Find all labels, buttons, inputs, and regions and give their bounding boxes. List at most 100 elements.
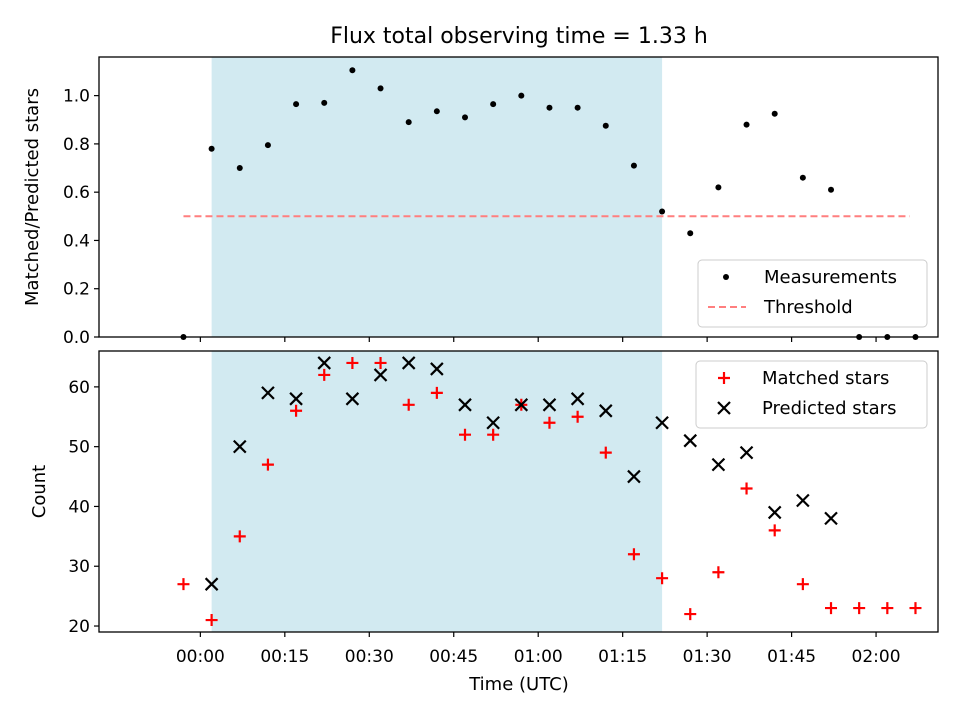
predicted-stars-point <box>627 469 641 484</box>
matched-stars-point <box>402 398 415 411</box>
predicted-stars-point <box>683 433 698 448</box>
predicted-stars-point <box>739 445 754 460</box>
predicted-stars-point <box>570 392 585 406</box>
x-tick-label: 01:45 <box>767 647 816 667</box>
matched-stars-point <box>909 602 922 615</box>
measurement-point <box>799 174 806 181</box>
measurement-point <box>208 145 215 152</box>
x-tick-label: 01:15 <box>598 647 647 667</box>
x-tick-label: 02:00 <box>852 647 901 667</box>
matched-stars-point <box>656 572 669 585</box>
axes-frame <box>98 350 939 633</box>
measurement-point <box>715 184 722 191</box>
predicted-stars-point <box>824 511 838 526</box>
measurement-point <box>602 122 609 129</box>
series-predicted-stars <box>204 356 838 591</box>
y-axis-label: Matched/Predicted stars <box>22 88 43 306</box>
x-tick-label: 00:00 <box>176 647 225 667</box>
y-axis-label: Count <box>29 465 50 518</box>
measurement-point <box>518 92 525 99</box>
predicted-stars-point <box>430 362 444 376</box>
matched-stars-point <box>261 458 274 471</box>
legend-label: Matched stars <box>762 368 889 389</box>
y-tick-label: 0.8 <box>63 135 90 155</box>
predicted-stars-point <box>711 457 726 472</box>
x-tick-label: 01:30 <box>683 647 732 667</box>
measurement-point <box>377 85 384 92</box>
matched-stars-point <box>543 416 556 429</box>
legend-box <box>697 259 928 328</box>
x-tick-label: 00:45 <box>429 647 478 667</box>
measurement-point <box>828 186 835 193</box>
matched-stars-point <box>233 530 246 543</box>
y-tick-label: 1.0 <box>63 87 90 107</box>
predicted-stars-point <box>599 404 613 418</box>
matched-stars-point <box>459 428 472 441</box>
predicted-stars-point <box>767 505 782 520</box>
legend-label: Threshold <box>763 297 853 318</box>
y-tick-label: 0.6 <box>63 183 90 203</box>
x-axis-label: Time (UTC) <box>468 674 569 695</box>
matched-stars-point <box>740 482 753 495</box>
measurement-point <box>349 67 356 74</box>
measurement-point <box>462 114 469 121</box>
x-tick-label: 00:15 <box>260 647 309 667</box>
predicted-stars-point <box>317 356 332 370</box>
legend-box <box>695 360 928 429</box>
predicted-stars-point <box>796 493 810 508</box>
matched-stars-point <box>205 614 218 627</box>
matched-stars-point <box>318 368 331 381</box>
predicted-stars-point <box>345 392 360 406</box>
measurement-point <box>659 208 666 215</box>
matched-stars-point <box>881 602 894 615</box>
y-tick-label: 40 <box>68 497 90 517</box>
series-matched-stars <box>177 356 922 627</box>
observing-window-span <box>211 57 663 337</box>
axes-frame <box>98 56 939 338</box>
x-tick-label: 01:00 <box>514 647 563 667</box>
measurement-point <box>771 110 778 117</box>
legend-predicted-swatch <box>717 401 731 415</box>
legend-label: Predicted stars <box>762 398 896 419</box>
matched-stars-point <box>346 356 359 369</box>
measurement-point <box>405 119 412 126</box>
y-tick-label: 0.0 <box>63 328 90 348</box>
measurement-point <box>743 121 750 128</box>
x-tick-label: 00:30 <box>345 647 394 667</box>
measurement-point <box>293 101 300 108</box>
y-tick-label: 30 <box>68 557 90 577</box>
y-tick-label: 60 <box>68 378 90 398</box>
predicted-stars-point <box>514 398 529 412</box>
predicted-stars-point <box>401 356 416 370</box>
matched-stars-point <box>853 602 866 615</box>
measurement-point <box>630 162 637 169</box>
matched-stars-point <box>768 524 781 537</box>
legend: Matched stars Predicted stars <box>695 360 928 429</box>
predicted-stars-point <box>232 439 247 454</box>
measurement-point <box>433 108 440 115</box>
y-tick-label: 0.4 <box>63 231 90 251</box>
matched-stars-point <box>487 428 500 441</box>
matched-stars-point <box>627 548 640 561</box>
matched-stars-point <box>684 608 697 621</box>
matched-stars-point <box>796 578 809 591</box>
measurement-point <box>236 165 243 172</box>
measurement-point <box>321 99 328 106</box>
predicted-stars-point <box>261 386 275 400</box>
matched-stars-point <box>177 578 190 591</box>
chart-title: Flux total observing time = 1.33 h <box>330 24 708 49</box>
matched-stars-point <box>599 446 612 459</box>
matched-stars-point <box>290 404 303 417</box>
series-measurements <box>180 67 919 340</box>
bottom-panel-counts: 20 30 40 50 60 00:00 00:15 00:30 00:45 01:00 01:15… <box>29 350 939 667</box>
predicted-stars-point <box>204 577 219 591</box>
top-panel-ratio: 0.0 0.2 0.4 0.6 0.8 1.0 Matched/Predicted star… <box>22 56 939 348</box>
legend: Measurements Threshold <box>697 259 928 328</box>
matched-stars-point <box>825 602 838 615</box>
predicted-stars-point <box>542 398 557 412</box>
measurement-point <box>490 101 497 108</box>
measurement-point <box>546 104 553 111</box>
predicted-stars-point <box>458 398 472 412</box>
predicted-stars-point <box>373 368 388 382</box>
